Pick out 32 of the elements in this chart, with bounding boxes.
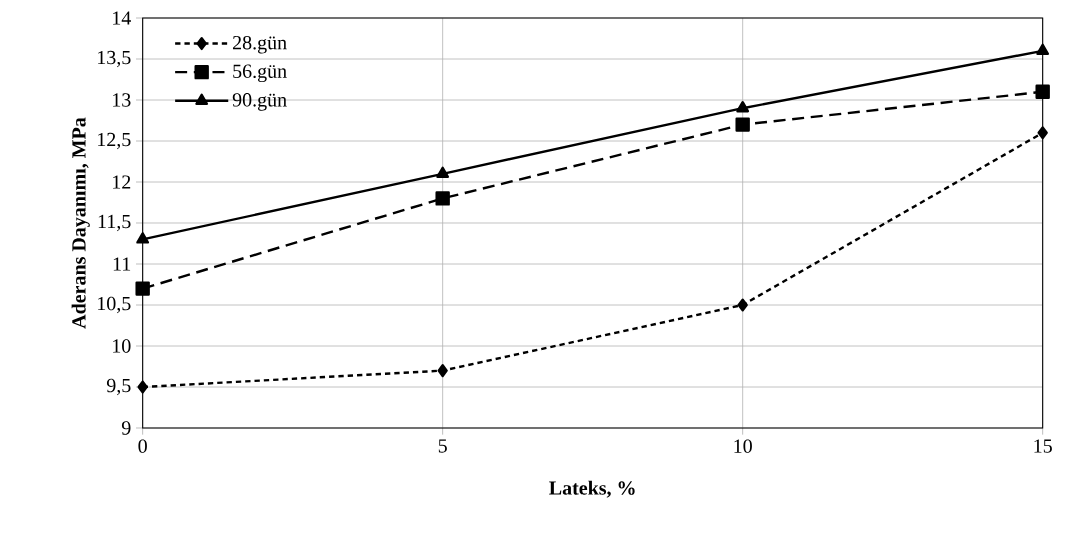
y-tick-label: 12 [113,175,131,189]
y-tick-label: 10 [113,339,131,353]
y-tick-label: 13 [113,93,131,107]
y-axis-title: Aderans Dayanımı, MPa [71,117,90,329]
x-tick-label: 0 [138,439,147,453]
point [1036,43,1050,56]
point [435,191,450,206]
point [137,380,148,394]
point [737,298,748,312]
y-tick-label: 9,5 [106,378,131,396]
point [436,166,450,178]
x-tick-label: 10 [734,439,752,453]
y-tick-label: 10,5 [98,296,131,314]
legend-label: 56.gün [233,64,287,83]
y-tick-label: 14 [113,11,131,25]
point [437,364,448,378]
point [136,232,150,244]
point [135,281,150,296]
point [735,117,750,132]
x-axis-title: Lateks, % [549,480,635,498]
legend-label: 90.gün [232,93,287,111]
point [1037,126,1048,140]
y-tick-label: 11,5 [98,214,131,232]
y-tick-label: 9 [121,421,131,435]
x-tick-label: 15 [1034,439,1052,453]
y-tick-label: 11 [113,257,131,271]
x-tick-label: 5 [438,439,447,453]
point [736,101,750,113]
y-tick-label: 12,5 [98,132,131,150]
point [1035,84,1050,99]
legend-label: 28.gün [232,35,287,54]
y-tick-label: 13,5 [98,50,131,68]
